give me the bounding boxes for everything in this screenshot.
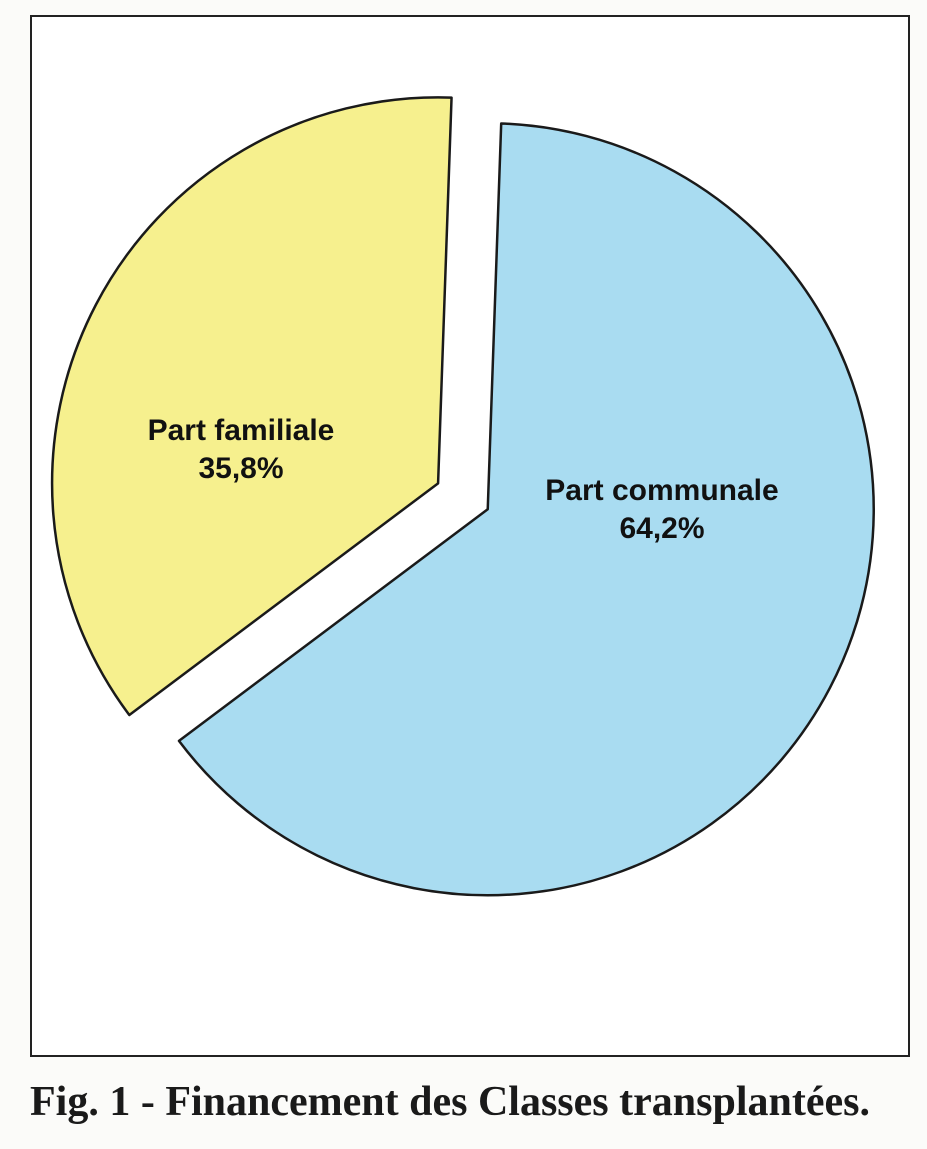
pie-slice-communale xyxy=(177,122,875,897)
slice-value-label: 35,8% xyxy=(198,452,283,485)
slice-label: Part familiale xyxy=(148,414,335,447)
slice-value-label: 64,2% xyxy=(619,512,704,545)
pie-slice-familiale xyxy=(50,96,453,717)
figure-caption: Fig. 1 - Financement des Classes transpl… xyxy=(30,1078,870,1126)
caption-prefix: Fig. 1 - xyxy=(30,1079,166,1125)
caption-text: Financement des Classes transplantées. xyxy=(165,1079,870,1125)
slice-label: Part communale xyxy=(545,474,778,507)
